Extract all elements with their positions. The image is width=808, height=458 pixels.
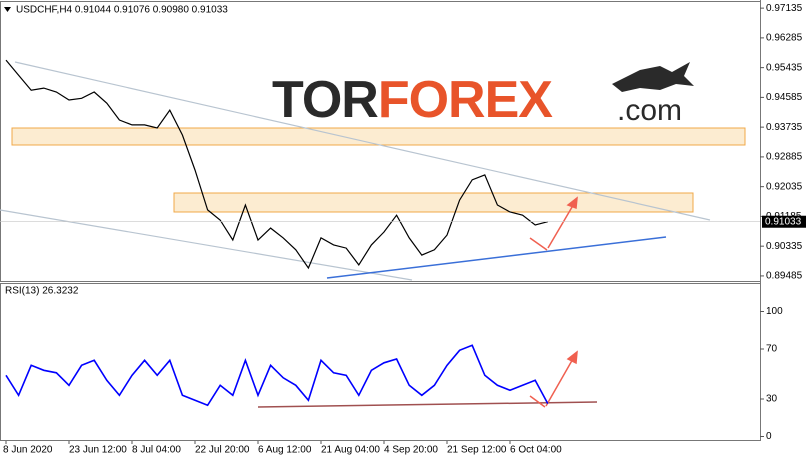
forecast-arrows [529, 196, 578, 408]
x-tick-label: 6 Aug 12:00 [258, 445, 312, 456]
current-price-label: 0.91033 [765, 216, 802, 227]
pivot-zone [173, 192, 694, 213]
watermark: TORFOREX .com [272, 62, 694, 129]
current-price-box [762, 215, 806, 228]
title-icon [4, 7, 11, 12]
x-tick-label: 23 Jun 12:00 [69, 445, 127, 456]
y-tick-label: 30 [766, 394, 778, 405]
arrow [529, 237, 548, 251]
arrow [529, 395, 546, 408]
arrow-head [566, 350, 578, 365]
data-line [5, 344, 549, 407]
watermark-part: TORFOREX [272, 71, 553, 129]
arrow [547, 201, 576, 249]
y-tick-label: 0.92885 [766, 152, 803, 163]
y-tick-label: 0.94585 [766, 92, 803, 103]
y-tick-label: 0.97135 [766, 3, 803, 14]
support-line [326, 236, 667, 279]
y-tick-label: 100 [766, 306, 783, 317]
x-tick-label: 21 Aug 04:00 [321, 445, 380, 456]
x-tick-label: 8 Jul 04:00 [132, 445, 181, 456]
channel-top [14, 61, 711, 221]
y-tick-label: 0.95435 [766, 62, 803, 73]
arrow [545, 356, 575, 407]
y-tick-label: 0.96285 [766, 33, 803, 44]
rsi-title: RSI(13) 26.3232 [5, 286, 79, 297]
y-tick-label: 0.89485 [766, 271, 803, 282]
data-line [5, 59, 548, 270]
x-tick-label: 8 Jun 2020 [3, 445, 53, 456]
watermark-forex: FOREX [378, 71, 553, 129]
y-tick-label: 70 [766, 344, 778, 355]
chart-title: USDCHF,H4 0.91044 0.91076 0.90980 0.9103… [16, 5, 228, 16]
y-tick-label: 0.93735 [766, 122, 803, 133]
x-tick-label: 4 Sep 20:00 [384, 445, 438, 456]
watermark-tor: TOR [272, 71, 378, 129]
watermark-com: .com [617, 94, 682, 127]
x-tick-label: 6 Oct 04:00 [510, 445, 562, 456]
y-tick-label: 0 [766, 431, 772, 442]
x-tick-label: 21 Sep 12:00 [447, 445, 507, 456]
y-tick-label: 0.92035 [766, 181, 803, 192]
resistance-zone [11, 127, 746, 146]
watermark-bull [612, 62, 694, 92]
arrow-head [566, 196, 578, 210]
x-tick-label: 22 Jul 20:00 [195, 445, 250, 456]
y-tick-label: 0.90335 [766, 241, 803, 252]
